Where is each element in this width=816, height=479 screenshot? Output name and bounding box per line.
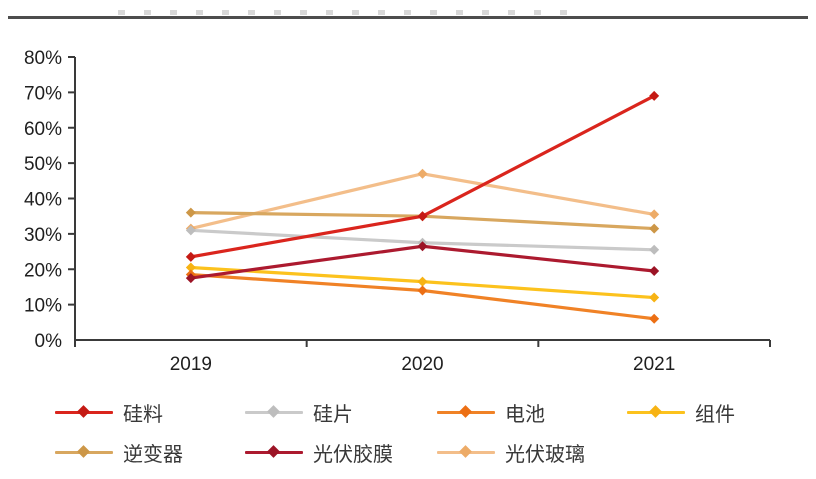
series-marker-2 — [649, 313, 660, 324]
cropped-title-remnant — [118, 10, 568, 15]
legend-item-5: 光伏胶膜 — [245, 438, 393, 466]
series-marker-0 — [417, 211, 428, 222]
series-marker-0 — [185, 251, 196, 262]
top-divider — [8, 16, 808, 19]
legend-item-0: 硅料 — [55, 398, 163, 426]
series-marker-1 — [649, 244, 660, 255]
legend-label: 电池 — [505, 403, 545, 426]
legend-item-6: 光伏玻璃 — [437, 438, 585, 466]
legend-marker-icon — [437, 438, 495, 466]
series-marker-5 — [185, 273, 196, 284]
y-axis-label: 70% — [24, 83, 62, 104]
series-marker-2 — [417, 285, 428, 296]
legend-label: 光伏胶膜 — [313, 443, 393, 466]
series-marker-6 — [417, 168, 428, 179]
axis-lines — [74, 57, 770, 341]
y-axis-label: 80% — [24, 48, 62, 69]
series-marker-5 — [649, 266, 660, 277]
legend-label: 硅料 — [123, 403, 163, 426]
legend-item-1: 硅片 — [245, 398, 353, 426]
legend-marker-icon — [437, 398, 495, 426]
x-axis-label: 2021 — [633, 354, 675, 375]
line-chart: 0% 10% 20% 30% 40% 50% 60% 70% 80% 2019 2020 2021 — [24, 48, 771, 375]
y-axis-label: 20% — [24, 260, 62, 281]
series-marker-6 — [649, 209, 660, 220]
legend-marker-icon — [627, 398, 685, 426]
series-marker-3 — [649, 292, 660, 303]
y-axis-label: 40% — [24, 190, 62, 211]
y-axis-label: 0% — [35, 331, 63, 352]
x-axis-label: 2020 — [401, 354, 443, 375]
series-marker-1 — [185, 225, 196, 236]
legend-marker-icon — [245, 438, 303, 466]
chart-legend: 硅料 硅片 电池 组件逆变器 光伏胶膜 光伏玻璃 — [0, 0, 816, 466]
legend-marker-icon — [55, 438, 113, 466]
legend-item-4: 逆变器 — [55, 438, 183, 466]
y-axis-label: 10% — [24, 296, 62, 317]
legend-label: 逆变器 — [123, 443, 183, 466]
legend-item-2: 电池 — [437, 398, 545, 426]
legend-marker-icon — [245, 398, 303, 426]
series-marker-3 — [185, 262, 196, 273]
legend-item-3: 组件 — [627, 398, 735, 426]
series-marker-4 — [185, 207, 196, 218]
series-marker-0 — [649, 90, 660, 101]
y-axis-label: 30% — [24, 225, 62, 246]
series-marker-3 — [417, 276, 428, 287]
y-axis-label: 50% — [24, 154, 62, 175]
series-marker-4 — [649, 223, 660, 234]
legend-marker-icon — [55, 398, 113, 426]
legend-label: 硅片 — [313, 403, 353, 426]
series-marker-5 — [417, 241, 428, 252]
x-axis-label: 2019 — [170, 354, 212, 375]
legend-label: 组件 — [695, 403, 735, 426]
y-axis-label: 60% — [24, 119, 62, 140]
legend-label: 光伏玻璃 — [505, 443, 585, 466]
